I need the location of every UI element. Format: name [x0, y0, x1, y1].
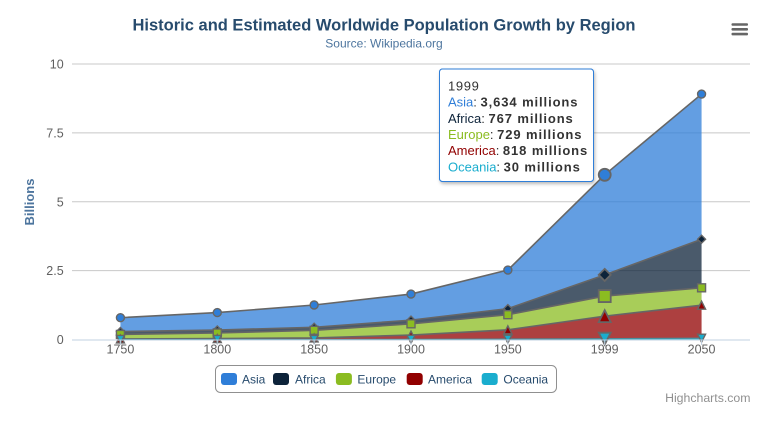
- svg-text:America: 818 millions: America: 818 millions: [448, 143, 588, 158]
- svg-text:2050: 2050: [688, 343, 716, 357]
- svg-text:Source: Wikipedia.org: Source: Wikipedia.org: [325, 37, 442, 51]
- svg-text:Africa: 767 millions: Africa: 767 millions: [448, 111, 574, 126]
- svg-text:Europe: 729 millions: Europe: 729 millions: [448, 127, 582, 142]
- svg-text:Billions: Billions: [22, 179, 37, 226]
- svg-text:Historic and Estimated Worldwi: Historic and Estimated Worldwide Populat…: [133, 17, 636, 35]
- svg-text:1850: 1850: [300, 343, 328, 357]
- svg-text:10: 10: [50, 58, 64, 72]
- svg-text:1800: 1800: [203, 343, 231, 357]
- svg-text:Highcharts.com: Highcharts.com: [665, 391, 750, 405]
- svg-text:7.5: 7.5: [46, 126, 63, 140]
- svg-text:Oceania: Oceania: [503, 373, 548, 387]
- svg-text:America: America: [428, 373, 472, 387]
- svg-text:1750: 1750: [107, 343, 135, 357]
- svg-text:1900: 1900: [397, 343, 425, 357]
- svg-text:Oceania: 30 millions: Oceania: 30 millions: [448, 159, 581, 174]
- svg-text:Europe: Europe: [357, 373, 396, 387]
- svg-text:Asia: 3,634 millions: Asia: 3,634 millions: [448, 95, 578, 110]
- svg-text:Africa: Africa: [295, 373, 326, 387]
- svg-text:0: 0: [57, 333, 64, 347]
- svg-text:1999: 1999: [591, 343, 619, 357]
- svg-text:5: 5: [57, 195, 64, 209]
- svg-text:1999: 1999: [448, 78, 480, 93]
- svg-text:2.5: 2.5: [46, 264, 63, 278]
- svg-text:1950: 1950: [494, 343, 522, 357]
- svg-text:Asia: Asia: [242, 373, 266, 387]
